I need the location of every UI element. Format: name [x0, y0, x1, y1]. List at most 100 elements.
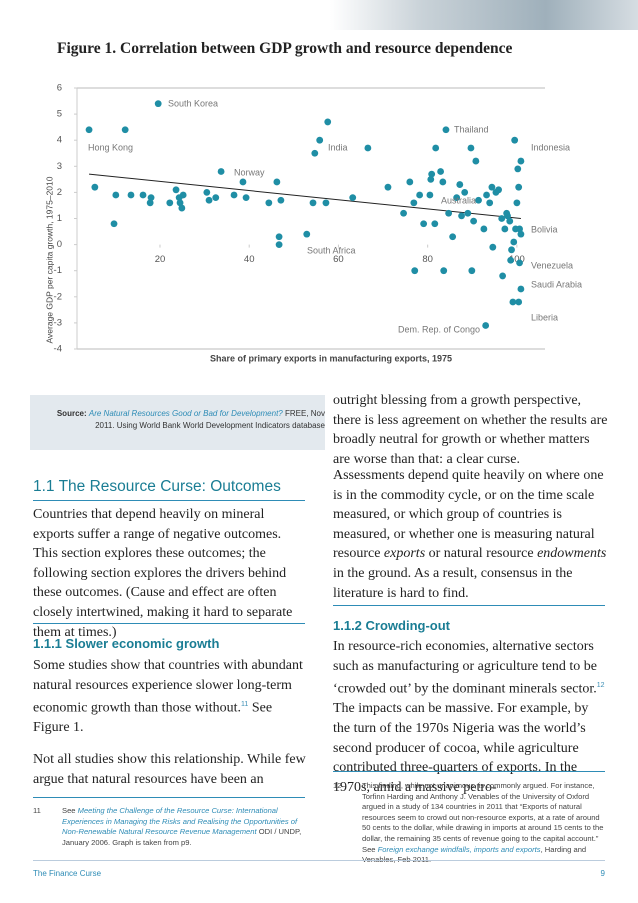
data-point	[507, 256, 515, 264]
text: The impacts can be massive. For example,…	[333, 701, 589, 795]
data-point	[432, 144, 440, 152]
annotation: Indonesia	[531, 142, 570, 152]
data-point	[212, 194, 220, 202]
text: ODI / UNDP, January 2006. Graph is taken…	[62, 827, 302, 847]
annotation: Australia	[441, 195, 476, 205]
data-point	[420, 220, 428, 228]
data-point	[513, 199, 521, 207]
data-point	[467, 144, 475, 152]
chart: 6 5 4 3 2 1 0 -1 -2 -3 -4 20 40 60 80 100 Share of prima…	[44, 83, 582, 364]
data-point	[316, 136, 324, 144]
data-point	[384, 183, 392, 191]
y-tick-label: 4	[57, 135, 62, 146]
rule	[33, 500, 305, 501]
data-point	[453, 194, 461, 202]
y-tick-label: 0	[57, 239, 62, 250]
data-point	[178, 204, 186, 212]
data-point	[427, 175, 435, 183]
data-point	[515, 298, 523, 306]
annotation: Dem. Rep. of Congo	[398, 324, 480, 334]
data-point	[205, 196, 213, 204]
rule	[333, 605, 605, 606]
y-axis-label: Average GDP per capita growth, 1975–2010	[44, 176, 54, 343]
banner-image	[330, 0, 638, 30]
source-title: Are Natural Resources Good or Bad for De…	[88, 409, 283, 418]
data-point	[468, 267, 476, 275]
data-point	[482, 322, 490, 329]
data-point	[311, 149, 319, 157]
x-tick-label: 40	[244, 254, 255, 265]
source-label: Source:	[56, 409, 87, 418]
paragraph: Assessments depend quite heavily on wher…	[333, 466, 609, 603]
annotation: Norway	[234, 167, 265, 177]
data-point	[488, 183, 496, 191]
annotation: South Korea	[168, 98, 218, 108]
annotation: Thailand	[454, 124, 489, 134]
paragraph: Countries that depend heavily on mineral…	[33, 507, 293, 640]
footnote-ref: 11	[241, 701, 249, 709]
data-point	[309, 199, 317, 207]
data-point	[506, 217, 514, 225]
footnote-number: 12	[333, 781, 342, 790]
data-point	[495, 186, 503, 194]
footnote: See Meeting the Challenge of the Resourc…	[62, 806, 308, 848]
source-box: Source: Are Natural Resources Good or Ba…	[30, 395, 325, 450]
paragraph: Not all studies show this relationship. …	[33, 752, 306, 787]
link[interactable]: Foreign exchange windfalls, imports and …	[377, 844, 541, 854]
data-point	[510, 238, 518, 246]
data-point	[239, 178, 247, 186]
rule	[33, 860, 605, 861]
annotation: Bolivia	[531, 224, 558, 234]
data-point	[483, 191, 490, 199]
annotation: Venezuela	[531, 260, 573, 270]
data-point	[517, 230, 525, 238]
data-point	[449, 233, 457, 241]
data-point	[112, 191, 120, 199]
subheading: 1.1.2 Crowding-out	[333, 618, 450, 633]
data-point	[439, 178, 447, 186]
data-point	[445, 209, 453, 217]
footnote-ref: 12	[596, 682, 605, 690]
data-point	[516, 259, 523, 267]
text: , Harding and Venables, Feb 2011.	[362, 844, 587, 865]
text: endowments	[537, 546, 607, 562]
annotation: Liberia	[531, 312, 558, 322]
link[interactable]: Meeting the Challenge of the Resource Cu…	[62, 806, 298, 837]
data-point	[515, 183, 523, 191]
data-point	[440, 267, 448, 275]
text: Assessments depend quite heavily on wher…	[333, 468, 604, 562]
x-tick-label: 100	[509, 254, 525, 265]
y-tick-label: 1	[57, 213, 62, 224]
data-point	[411, 267, 419, 275]
y-tick-label: 5	[57, 109, 62, 120]
data-point	[480, 225, 488, 233]
annotation: Hong Kong	[88, 142, 133, 152]
data-point	[472, 157, 480, 165]
data-point	[517, 285, 525, 293]
data-point	[277, 196, 285, 204]
data-point	[486, 199, 494, 207]
footer-title: The Finance Curse	[33, 869, 102, 878]
data-point	[511, 136, 519, 144]
data-point	[147, 194, 155, 202]
text: In resource-rich economies, alternative …	[333, 639, 597, 697]
data-point	[498, 215, 506, 222]
data-point	[514, 165, 522, 173]
data-point	[458, 212, 465, 220]
source-detail: FREE, Nov 2011. Using World Bank World D…	[95, 409, 325, 430]
data-point	[504, 212, 511, 220]
data-point	[410, 199, 418, 207]
data-point	[364, 144, 372, 152]
y-tick-label: -1	[54, 265, 62, 276]
data-point	[91, 183, 99, 191]
rule	[33, 623, 305, 624]
data-point	[85, 126, 93, 134]
figure-title: Figure 1. Correlation between GDP growth…	[57, 40, 513, 57]
text: Some studies show that countries with ab…	[33, 658, 303, 716]
data-point	[230, 191, 238, 199]
data-point	[416, 191, 424, 199]
x-tick-label: 20	[155, 254, 166, 265]
data-point	[400, 209, 407, 217]
data-point	[475, 196, 482, 204]
data-point	[275, 241, 283, 249]
